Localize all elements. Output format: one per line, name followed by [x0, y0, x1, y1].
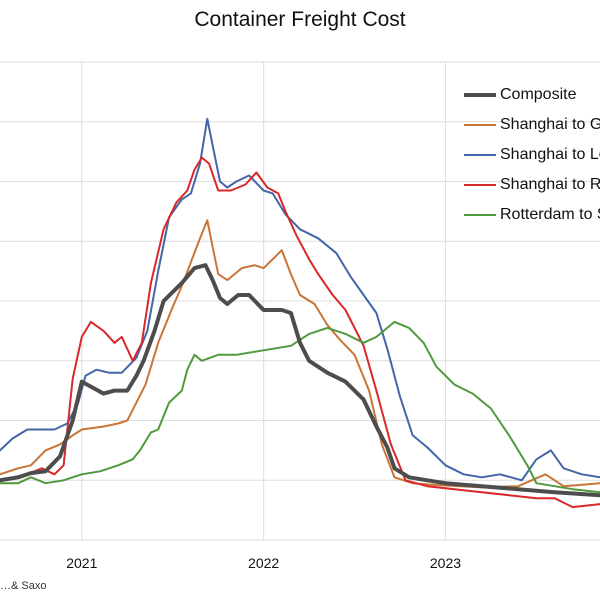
legend-swatch: [464, 154, 496, 156]
series-line-shanghai-to-rotterdam: [0, 156, 600, 509]
series-line-shanghai-to-los-angeles: [0, 117, 600, 482]
legend: Composite Shanghai to Genoa Shanghai to Lo…: [464, 80, 600, 230]
chart-title: Container Freight Cost: [194, 8, 406, 31]
legend-item: Shanghai to Rotterdam: [464, 170, 600, 200]
legend-swatch: [464, 93, 496, 97]
legend-swatch: [464, 184, 496, 186]
legend-item: Rotterdam to Shanghai: [464, 200, 600, 230]
series-line-shanghai-to-genoa: [0, 219, 600, 489]
legend-swatch: [464, 124, 496, 126]
series-layer: [0, 117, 600, 509]
series-line-composite: [0, 263, 600, 498]
legend-label: Composite: [500, 86, 577, 103]
legend-item: Shanghai to Los Angeles: [464, 140, 600, 170]
legend-label: Shanghai to Los Angeles: [500, 146, 600, 163]
legend-label: Shanghai to Genoa: [500, 116, 600, 133]
series-line-rotterdam-to-shanghai: [0, 320, 600, 494]
legend-label: Rotterdam to Shanghai: [500, 206, 600, 223]
x-tick-label: 2022: [248, 555, 279, 571]
x-axis: 2021 2022 2023: [66, 555, 461, 571]
source-note: …& Saxo: [0, 580, 47, 592]
legend-item: Composite: [464, 80, 600, 110]
x-tick-label: 2023: [430, 555, 461, 571]
legend-label: Shanghai to Rotterdam: [500, 176, 600, 193]
x-tick-label: 2021: [66, 555, 97, 571]
legend-swatch: [464, 214, 496, 216]
legend-item: Shanghai to Genoa: [464, 110, 600, 140]
